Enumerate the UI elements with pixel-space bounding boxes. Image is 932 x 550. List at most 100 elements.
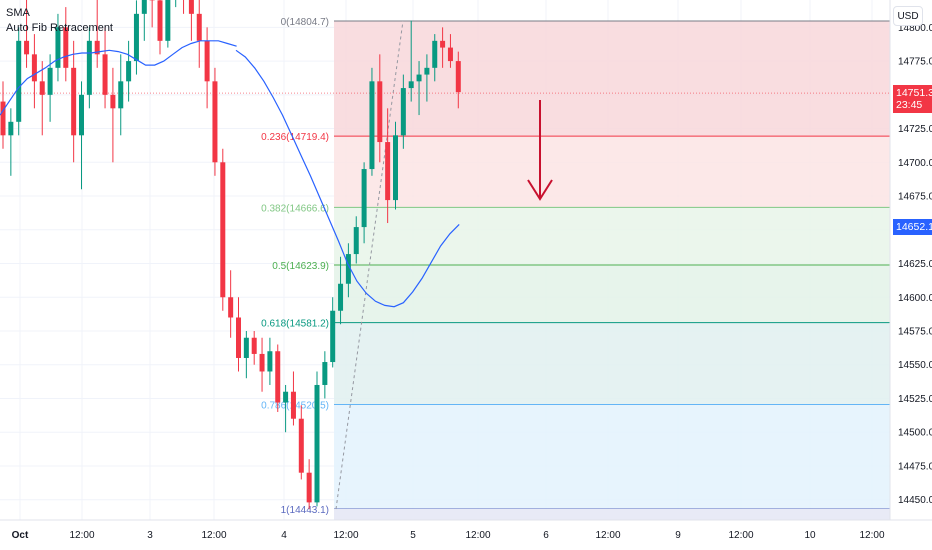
fib-trend-line[interactable] [335,20,404,510]
time-tick-label: 4 [281,530,287,541]
time-tick-label: 12:00 [595,530,620,541]
candle-body[interactable] [157,0,163,41]
candle-body[interactable] [0,101,6,136]
candle-body[interactable] [416,74,422,82]
time-tick-label: 12:00 [859,530,884,541]
fib-level-label: 0(14804.7) [281,17,329,28]
time-tick-label: 12:00 [465,530,490,541]
candle-body[interactable] [447,47,453,62]
sma-line-segment[interactable] [235,49,460,308]
candle-body[interactable] [188,0,194,14]
candle-body[interactable] [306,472,312,503]
fib-level-label: 1(14443.1) [281,505,329,516]
candle-body[interactable] [102,54,108,95]
candle-body[interactable] [424,67,430,75]
candle-body[interactable] [196,13,202,41]
sma-line-segment[interactable] [0,40,237,116]
price-tick-label: 14550.0 [898,360,932,371]
indicator-legend: SMA Auto Fib Retracement [6,6,113,36]
candle-body[interactable] [251,337,257,354]
candle-body[interactable] [165,0,171,41]
price-tick-label: 14525.0 [898,394,932,405]
fib-level-label: 0.382(14666.6) [261,203,329,214]
candle-body[interactable] [71,67,77,136]
fib-zone [334,265,890,323]
candle-body[interactable] [126,61,132,82]
candle-body[interactable] [55,27,61,68]
candle-body[interactable] [86,40,92,95]
price-tick-label: 14800.0 [898,23,932,34]
candle-body[interactable] [228,297,234,318]
candle-body[interactable] [63,27,69,68]
candle-body[interactable] [16,40,22,122]
price-tick-label: 14675.0 [898,192,932,203]
candle-body[interactable] [31,54,37,82]
candle-body[interactable] [408,81,414,89]
candle-body[interactable] [24,40,30,55]
bar-countdown: 23:45 [896,99,923,112]
time-tick-label: 3 [147,530,153,541]
candle-body[interactable] [338,283,344,311]
currency-button[interactable]: USD [893,6,923,26]
candle-body[interactable] [220,162,226,298]
candle-body[interactable] [400,88,406,136]
candle-body[interactable] [361,169,367,228]
candle-body[interactable] [283,391,289,403]
candle-body[interactable] [133,13,139,62]
candle-body[interactable] [385,142,391,201]
time-tick-label: 12:00 [728,530,753,541]
candle-body[interactable] [236,317,241,358]
candle-body[interactable] [440,40,446,48]
candle-body[interactable] [314,384,320,503]
candle-body[interactable] [322,362,328,385]
candle-body[interactable] [259,353,265,372]
candle-body[interactable] [393,135,398,201]
last-price-badge: 14751.3 23:45 [893,85,932,114]
time-tick-label: 12:00 [69,530,94,541]
time-tick-label: 6 [543,530,549,541]
candle-body[interactable] [110,94,116,109]
sma-price-badge: 14652.1 [893,218,932,235]
candle-body[interactable] [94,40,100,55]
legend-sma[interactable]: SMA [6,7,30,19]
time-tick-label: 12:00 [201,530,226,541]
price-tick-label: 14500.0 [898,428,932,439]
candle-body[interactable] [345,254,351,284]
candle-body[interactable] [79,94,84,136]
price-tick-label: 14775.0 [898,57,932,68]
price-tick-label: 14475.0 [898,461,932,472]
time-tick-label: 9 [675,530,681,541]
fib-zone [334,404,890,509]
candle-body[interactable] [8,121,14,136]
candle-body[interactable] [432,40,438,68]
candle-body[interactable] [377,81,383,143]
legend-fib[interactable]: Auto Fib Retracement [6,22,113,34]
down-arrow-icon[interactable] [527,179,553,201]
candle-body[interactable] [243,337,249,358]
candle-body[interactable] [47,67,53,95]
candle-body[interactable] [298,418,304,473]
fib-zone [334,509,890,520]
price-tick-label: 14725.0 [898,124,932,135]
candle-body[interactable] [353,227,359,255]
candle-body[interactable] [330,310,336,363]
fib-level-label: 0.236(14719.4) [261,132,329,143]
price-tick-label: 14625.0 [898,259,932,270]
price-tick-label: 14700.0 [898,158,932,169]
candle-body[interactable] [118,81,124,109]
candle-body[interactable] [212,81,218,163]
candle-body[interactable] [290,391,296,419]
candle-body[interactable] [204,40,210,82]
sma-price-value: 14652.1 [896,220,932,233]
candle-body[interactable] [369,81,375,170]
candle-body[interactable] [141,0,147,14]
candle-body[interactable] [267,351,273,372]
fib-zone [334,207,890,265]
candle-body[interactable] [275,351,281,403]
fib-zone [334,322,890,405]
fib-level-label: 0.618(14581.2) [261,319,329,330]
time-tick-label: Oct [12,530,29,541]
candle-body[interactable] [39,81,45,95]
candle-body[interactable] [455,61,461,93]
